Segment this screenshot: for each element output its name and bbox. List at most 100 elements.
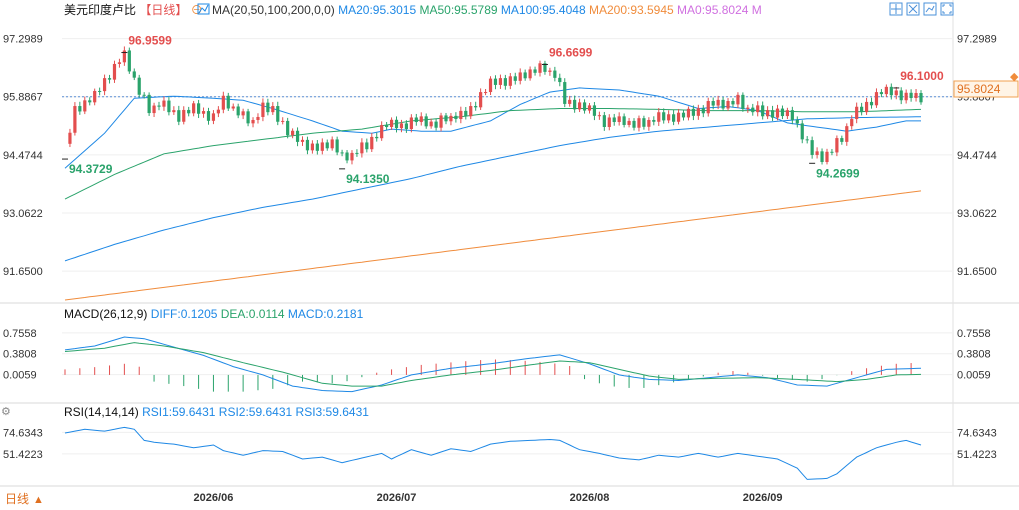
candle-body <box>602 115 606 127</box>
candle-body <box>701 108 705 114</box>
price-tick-left: 95.8867 <box>3 92 43 104</box>
price-tick-left: 97.2989 <box>3 34 43 46</box>
candle-body <box>211 113 216 121</box>
candle-body <box>825 151 829 163</box>
candle-body <box>488 78 493 93</box>
candle-body <box>157 105 161 107</box>
x-date-label: 2026/07 <box>377 492 417 504</box>
candle-body <box>533 69 537 73</box>
legend-rsi2: RSI2:59.6431 <box>215 405 292 419</box>
legend-ma20: MA20:95.3015 <box>338 3 416 17</box>
candle-body <box>597 115 601 117</box>
candle-body <box>261 102 265 117</box>
candle-body <box>835 138 839 153</box>
candle-body <box>132 71 136 78</box>
rsi-legend: RSI(14,14,14) RSI1:59.6431 RSI2:59.6431 … <box>64 405 369 419</box>
candle-body <box>667 114 671 121</box>
candle-body <box>612 117 616 123</box>
candle-body <box>286 120 290 136</box>
current-price-tag: 95.8024 ◆ <box>953 71 1019 98</box>
candle-body <box>192 103 196 114</box>
candle-body <box>543 63 547 72</box>
candle-body <box>479 92 483 108</box>
candle-body <box>746 107 750 109</box>
period-selector-arrow-icon: ▲ <box>33 494 44 506</box>
candle-body <box>726 101 730 109</box>
rsi-gear-icon[interactable]: ⚙ <box>1 406 11 418</box>
candle-body <box>573 99 577 110</box>
candle-body <box>404 123 409 130</box>
macd-tick-right: 0.7558 <box>957 328 991 340</box>
candle-body <box>78 106 82 112</box>
candle-body <box>855 106 859 120</box>
candle-body <box>899 90 903 101</box>
candle-body <box>335 139 339 153</box>
candle-body <box>241 111 245 116</box>
legend-dea: DEA:0.0114 <box>217 307 284 321</box>
candle-body <box>271 106 275 113</box>
candle-body <box>627 120 631 125</box>
candle-body <box>741 94 745 109</box>
candle-body <box>766 110 770 117</box>
legend-ma100: MA100:95.4048 <box>498 3 586 17</box>
candle-body <box>731 101 735 105</box>
candle-body <box>112 63 117 80</box>
candle-body <box>167 100 171 113</box>
candle-body <box>281 120 285 122</box>
candle-body <box>889 86 893 96</box>
candle-body <box>681 112 686 118</box>
period-selector[interactable]: 日线 ▲ <box>5 492 44 506</box>
ma-indicator-icon[interactable] <box>197 3 210 15</box>
price-tick-left: 93.0622 <box>3 208 43 220</box>
price-tick-right: 93.0622 <box>957 208 997 220</box>
candle-body <box>102 78 107 92</box>
chart-icon[interactable] <box>923 2 937 16</box>
legend-m: M <box>748 3 761 17</box>
annotation-low: 94.1350 <box>346 172 390 186</box>
candle-body <box>276 106 280 122</box>
candle-body <box>775 108 780 118</box>
candle-body <box>518 72 522 81</box>
ma-legend: MA(20,50,100,200,0,0) MA20:95.3015 MA50:… <box>212 3 762 17</box>
expand-icon[interactable] <box>906 2 920 16</box>
candle-body <box>592 105 597 116</box>
candlesticks[interactable] <box>68 46 923 165</box>
candle-body <box>459 110 463 120</box>
x-date-label: 2026/08 <box>570 492 610 504</box>
candle-body <box>553 70 557 78</box>
candle-body <box>483 92 488 94</box>
candle-body <box>419 116 423 123</box>
candle-body <box>291 130 295 136</box>
candle-body <box>810 140 814 155</box>
candle-body <box>246 111 250 124</box>
candle-body <box>93 90 97 103</box>
candle-body <box>300 139 305 142</box>
candle-body <box>884 86 888 95</box>
candle-body <box>503 78 507 86</box>
candle-body <box>236 106 240 116</box>
legend-ma50: MA50:95.5789 <box>416 3 498 17</box>
candle-body <box>879 92 884 95</box>
annotation-low: 94.2699 <box>816 166 860 180</box>
candle-body <box>820 151 824 163</box>
candle-body <box>310 143 314 151</box>
candle-body <box>785 110 790 117</box>
candle-body <box>607 117 611 127</box>
candle-body <box>864 101 869 113</box>
macd-tick-left: 0.7558 <box>3 328 37 340</box>
candle-body <box>172 110 176 113</box>
crosshair-icon[interactable] <box>889 2 903 16</box>
price-arrow-icon: ◆ <box>1010 71 1019 83</box>
candle-body <box>508 76 512 86</box>
candle-body <box>850 119 854 127</box>
candle-body <box>691 108 695 116</box>
legend-macd: MACD:0.2181 <box>285 307 364 321</box>
candle-body <box>226 95 230 109</box>
fullscreen-icon[interactable] <box>940 2 954 16</box>
candle-body <box>83 100 87 112</box>
candle-body <box>909 92 913 98</box>
candle-body <box>800 123 804 140</box>
main-chart-header: 美元印度卢比 【日线】 ⊖ <box>64 2 203 17</box>
panel-frames <box>0 0 1019 487</box>
